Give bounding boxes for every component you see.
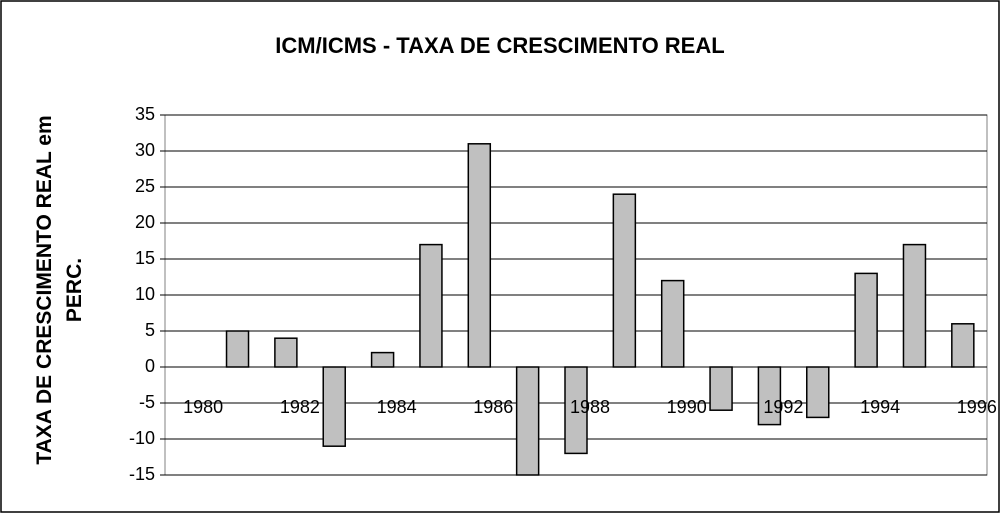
y-tick-label: -5 — [139, 392, 155, 412]
y-tick-label: 0 — [145, 356, 155, 376]
bar — [806, 366, 830, 419]
bar — [660, 279, 685, 368]
bar — [515, 366, 540, 476]
bar — [612, 193, 637, 368]
y-tick-label: 20 — [135, 212, 155, 232]
bar — [322, 366, 346, 447]
bar — [902, 243, 927, 368]
x-tick-label: 1996 — [957, 397, 997, 417]
x-tick-label: 1994 — [860, 397, 900, 417]
bar — [709, 366, 733, 411]
y-tick-label: 10 — [135, 284, 155, 304]
x-tick-label: 1980 — [183, 397, 223, 417]
y-tick-label: -15 — [129, 464, 155, 484]
y-axis-title: TAXA DE CRESCIMENTO REAL em PERC. — [33, 115, 86, 465]
bar — [467, 143, 492, 368]
chart-title: ICM/ICMS - TAXA DE CRESCIMENTO REAL — [275, 33, 724, 58]
x-tick-label: 1986 — [473, 397, 513, 417]
x-tick-label: 1992 — [763, 397, 803, 417]
x-tick-label: 1990 — [667, 397, 707, 417]
x-tick-label: 1984 — [377, 397, 417, 417]
bar — [951, 323, 975, 368]
bar — [419, 243, 443, 368]
y-tick-label: 25 — [135, 176, 155, 196]
bar — [370, 351, 395, 368]
y-tick-label: 35 — [135, 104, 155, 124]
y-tick-label: 5 — [145, 320, 155, 340]
y-tick-label: 15 — [135, 248, 155, 268]
x-tick-label: 1988 — [570, 397, 610, 417]
y-tick-label: -10 — [129, 428, 155, 448]
bar — [564, 366, 588, 455]
bar — [274, 337, 298, 368]
bar — [225, 330, 250, 368]
y-tick-label: 30 — [135, 140, 155, 160]
bar — [854, 272, 878, 368]
bar — [757, 366, 782, 426]
x-tick-label: 1982 — [280, 397, 320, 417]
